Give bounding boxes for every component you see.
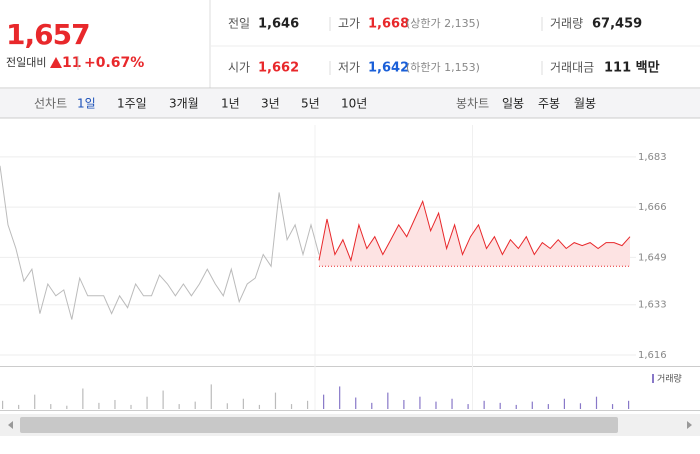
- volume-bar: [355, 397, 357, 409]
- volume-bar: [226, 403, 228, 409]
- period-tab[interactable]: 3개월: [169, 97, 199, 111]
- volume-legend: 거래량: [657, 373, 682, 385]
- volume-bar: [419, 396, 421, 409]
- divider: [0, 366, 700, 367]
- field-value: 1,668: [368, 17, 409, 32]
- volume-bar: [339, 386, 341, 409]
- field-value: 111 백만: [604, 60, 660, 76]
- volume-bar: [563, 398, 565, 409]
- volume-bar: [82, 388, 84, 409]
- field-label: 거래대금: [550, 61, 594, 75]
- volume-bar: [210, 384, 212, 409]
- volume-bar: [242, 398, 244, 409]
- volume-bar: [467, 404, 469, 409]
- field-value: 1,642: [368, 61, 409, 76]
- scroll-right[interactable]: [687, 421, 692, 429]
- field-label: 거래량: [550, 17, 583, 31]
- field-value: 1,662: [258, 61, 299, 76]
- scroll-left[interactable]: [8, 421, 13, 429]
- volume-bar: [451, 398, 453, 409]
- change: 11: [62, 55, 81, 71]
- volume-bar: [515, 404, 517, 409]
- scrollbar-thumb[interactable]: [20, 417, 618, 433]
- volume-bar: [98, 402, 100, 409]
- field-label: 전일: [228, 17, 250, 31]
- up-arrow: [50, 57, 62, 68]
- volume-legend-swatch: [652, 374, 654, 383]
- field-value: 1,646: [258, 17, 299, 32]
- volume-bar: [323, 394, 325, 409]
- y-tick-label: 1,649: [638, 252, 667, 263]
- volume-bar: [579, 403, 582, 409]
- volume-bar: [547, 404, 549, 409]
- period-tab[interactable]: 10년: [341, 97, 367, 111]
- volume-bar: [274, 392, 277, 409]
- volume-bar: [403, 399, 405, 409]
- volume-bar: [130, 404, 132, 409]
- volume-bar: [290, 404, 293, 409]
- period-tab[interactable]: 5년: [301, 97, 320, 111]
- period-tab[interactable]: 1일: [77, 97, 96, 111]
- field-extra: (하한가 1,153): [406, 60, 480, 74]
- volume-bar: [34, 394, 36, 409]
- volume-bar: [66, 405, 68, 409]
- volume-bar: [146, 396, 148, 409]
- volume-bar: [50, 404, 52, 409]
- volume-bar: [258, 404, 261, 409]
- price-line: [318, 199, 631, 263]
- toolbar: [0, 89, 700, 118]
- volume-bar: [499, 402, 501, 409]
- change-label: 전일대비: [6, 55, 46, 69]
- period-tab[interactable]: 1년: [221, 97, 240, 111]
- candle-tab[interactable]: 일봉: [502, 97, 524, 111]
- divider: [0, 410, 700, 411]
- candle-chart-label: 봉차트: [456, 97, 489, 111]
- volume-bar: [435, 401, 437, 409]
- volume-bar: [114, 399, 116, 409]
- candle-tab[interactable]: 주봉: [538, 97, 560, 111]
- volume-bar: [531, 401, 533, 409]
- area: [318, 201, 630, 267]
- volume-bar: [306, 400, 309, 409]
- field-value: 67,459: [592, 17, 642, 32]
- y-tick-label: 1,683: [638, 152, 667, 163]
- price: 1,657: [6, 18, 90, 51]
- price-line: [0, 165, 320, 320]
- line-chart-label: 선차트: [34, 97, 67, 111]
- volume-bar: [178, 404, 180, 409]
- field-label: 고가: [338, 17, 360, 31]
- volume-bar: [483, 400, 485, 409]
- y-tick-label: 1,633: [638, 300, 667, 311]
- volume-bar: [628, 400, 630, 409]
- y-tick-label: 1,616: [638, 350, 667, 361]
- candle-tab[interactable]: 월봉: [574, 97, 596, 111]
- field-label: 저가: [338, 61, 360, 75]
- volume-bar: [2, 400, 4, 409]
- period-tab[interactable]: 1주일: [117, 97, 147, 111]
- y-tick-label: 1,666: [638, 202, 667, 213]
- field-label: 시가: [228, 61, 250, 75]
- period-tab[interactable]: 3년: [261, 97, 280, 111]
- volume-bar: [611, 404, 614, 409]
- volume-bar: [18, 404, 20, 409]
- volume-bar: [371, 402, 373, 409]
- volume-bar: [387, 392, 389, 409]
- volume-bar: [194, 401, 196, 409]
- change-pct: +0.67%: [84, 55, 144, 71]
- volume-bar: [162, 390, 164, 409]
- field-extra: (상한가 2,135): [406, 17, 480, 30]
- volume-bar: [595, 396, 598, 409]
